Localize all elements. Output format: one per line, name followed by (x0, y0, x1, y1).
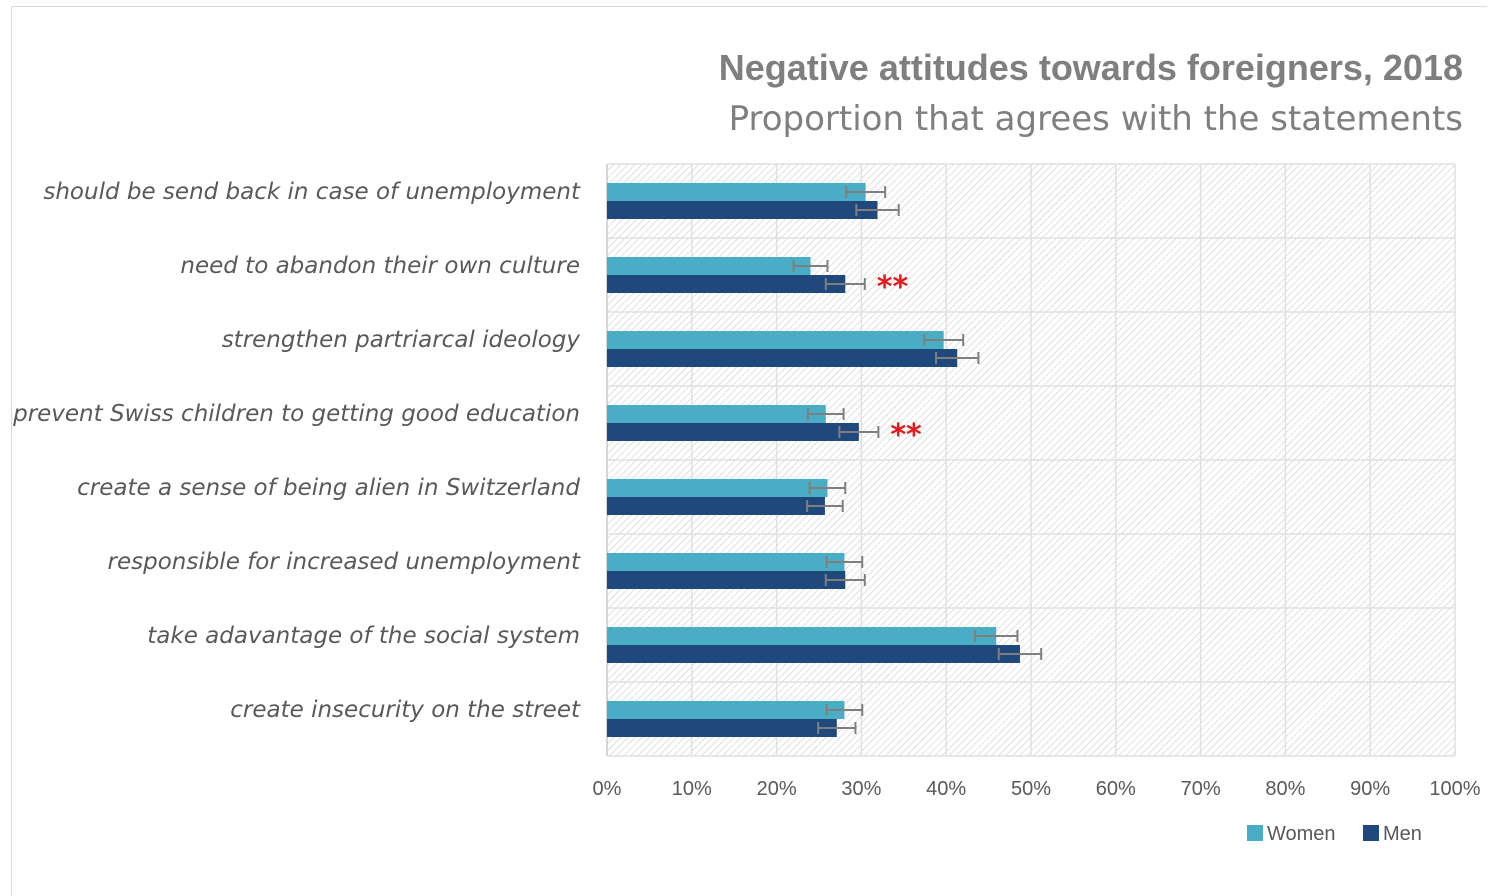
x-tick-label: 80% (1265, 778, 1305, 800)
bar-women (607, 553, 845, 571)
legend-swatch-men (1363, 825, 1379, 841)
bar-men (607, 571, 846, 589)
category-label: create insecurity on the street (230, 697, 581, 723)
bar-women (607, 183, 866, 201)
x-tick-label: 90% (1350, 778, 1390, 800)
category-label: should be send back in case of unemploym… (43, 179, 581, 205)
category-label: prevent Swiss children to getting good e… (12, 401, 580, 427)
category-label: strengthen partriarcal ideology (222, 327, 581, 353)
x-tick-label: 100% (1429, 778, 1480, 800)
significance-marker: ** (877, 270, 909, 305)
legend: Women Men (1247, 823, 1422, 845)
category-label: responsible for increased unemployment (108, 549, 581, 575)
bar-men (607, 275, 846, 293)
x-tick-label: 70% (1181, 778, 1221, 800)
significance-marker: ** (890, 418, 922, 453)
bar-women (607, 701, 845, 719)
x-tick-label: 30% (841, 778, 881, 800)
bar-women (607, 257, 811, 275)
bar-men (607, 645, 1020, 663)
bar-men (607, 201, 878, 219)
x-tick-label: 0% (593, 778, 622, 800)
category-label: create a sense of being alien in Switzer… (77, 475, 580, 501)
bar-men (607, 423, 859, 441)
x-tick-label: 60% (1096, 778, 1136, 800)
x-tick-label: 20% (757, 778, 797, 800)
bar-men (607, 349, 958, 367)
bar-women (607, 627, 997, 645)
x-tick-label: 10% (672, 778, 712, 800)
bar-men (607, 497, 825, 515)
bar-women (607, 331, 944, 349)
chart-title: Negative attitudes towards foreigners, 2… (719, 47, 1463, 88)
category-label: need to abandon their own culture (180, 253, 580, 279)
x-tick-label: 50% (1011, 778, 1051, 800)
legend-label-women: Women (1267, 823, 1336, 845)
chart-subtitle: Proportion that agrees with the statemen… (729, 99, 1463, 139)
legend-swatch-women (1247, 825, 1263, 841)
chart-frame (11, 6, 1487, 896)
bar-women (607, 479, 828, 497)
bar-men (607, 719, 837, 737)
x-tick-label: 40% (926, 778, 966, 800)
chart: Negative attitudes towards foreigners, 2… (12, 47, 1481, 845)
bar-women (607, 405, 826, 423)
category-label: take adavantage of the social system (147, 623, 580, 649)
legend-label-men: Men (1383, 823, 1422, 845)
